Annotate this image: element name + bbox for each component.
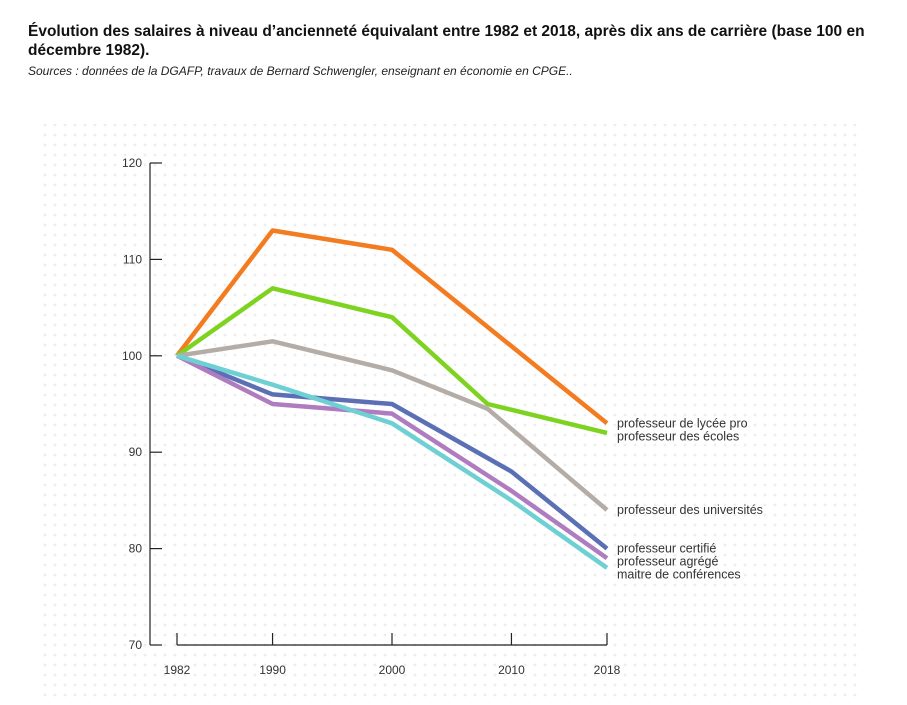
series-label-3: professeur des universités — [617, 503, 763, 517]
series-label-2: professeur des écoles — [617, 429, 739, 443]
axes: 70 80 90 100 110 120 1982 1990 2000 2010 2018 — [122, 156, 621, 677]
x-tick-label: 2010 — [498, 663, 525, 677]
series-line-5 — [175, 353, 609, 561]
series-line-2 — [175, 286, 608, 436]
x-tick-label: 1982 — [164, 663, 191, 677]
line-chart: 70 80 90 100 110 120 1982 1990 2000 2010 2018 prof… — [42, 124, 858, 700]
chart-source: Sources : données de la DGAFP, travaux d… — [28, 64, 573, 78]
x-tick-label: 1990 — [259, 663, 286, 677]
x-tick-label: 2000 — [379, 663, 406, 677]
chart-title: Évolution des salaires à niveau d’ancien… — [28, 23, 865, 59]
series-lines — [175, 228, 609, 570]
series-line-6 — [176, 353, 609, 570]
plot-background — [42, 124, 858, 700]
series-line-4 — [176, 353, 609, 551]
chart-area: 70 80 90 100 110 120 1982 1990 2000 2010 2018 prof… — [40, 122, 860, 700]
y-tick-label: 100 — [122, 349, 142, 363]
series-line-1 — [175, 228, 609, 426]
series-label-4: professeur certifié — [617, 542, 716, 556]
y-tick-label: 80 — [129, 542, 143, 556]
y-tick-label: 70 — [129, 638, 143, 652]
series-label-6: maitre de conférences — [617, 568, 741, 582]
series-line-3 — [176, 339, 609, 512]
y-tick-label: 90 — [129, 445, 143, 459]
y-tick-label: 110 — [123, 252, 142, 266]
x-tick-label: 2018 — [594, 663, 621, 677]
series-label-5: professeur agrégé — [617, 555, 719, 569]
y-tick-label: 120 — [122, 156, 142, 170]
series-label-1: professeur de lycée pro — [617, 416, 748, 430]
